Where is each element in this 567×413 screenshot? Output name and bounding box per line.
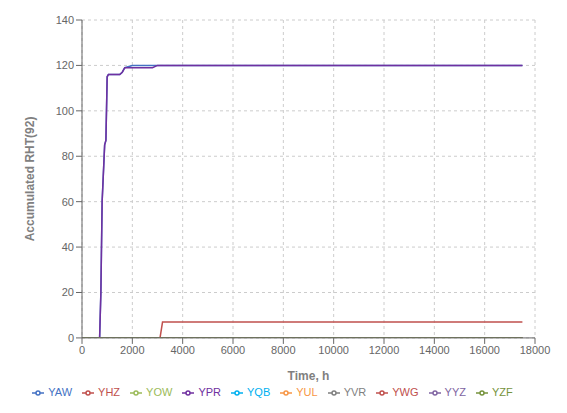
svg-text:6000: 6000 [221,344,245,356]
svg-text:140: 140 [56,14,74,26]
html-text:YYZ: YYZ [444,385,466,398]
svg-text:2000: 2000 [120,344,144,356]
svg-text:4000: 4000 [170,344,194,356]
html-text:YAW: YAW [48,385,73,398]
svg-text:120: 120 [56,59,74,71]
svg-text:8000: 8000 [271,344,295,356]
html-text:YZF: YZF [492,385,513,398]
svg-text:Time, h: Time, h [288,369,330,383]
html-text:YWG: YWG [392,385,419,398]
svg-text:0: 0 [79,344,85,356]
html-text:YHZ: YHZ [98,385,121,398]
svg-text:18000: 18000 [520,344,551,356]
html-text:YUL: YUL [296,385,318,398]
svg-text:Accumulated RHT(92): Accumulated RHT(92) [23,117,37,242]
svg-text:10000: 10000 [318,344,349,356]
svg-text:0: 0 [68,332,74,344]
svg-text:100: 100 [56,105,74,117]
html-text:YVR: YVR [343,385,367,398]
html-text:YQB: YQB [247,385,271,398]
svg-text:12000: 12000 [369,344,400,356]
svg-text:16000: 16000 [469,344,500,356]
svg-text:60: 60 [62,196,74,208]
svg-text:40: 40 [62,241,74,253]
html-text:YPR: YPR [198,385,221,398]
html-text:YOW: YOW [146,385,173,398]
svg-text:20: 20 [62,286,74,298]
svg-text:80: 80 [62,150,74,162]
svg-text:14000: 14000 [419,344,450,356]
